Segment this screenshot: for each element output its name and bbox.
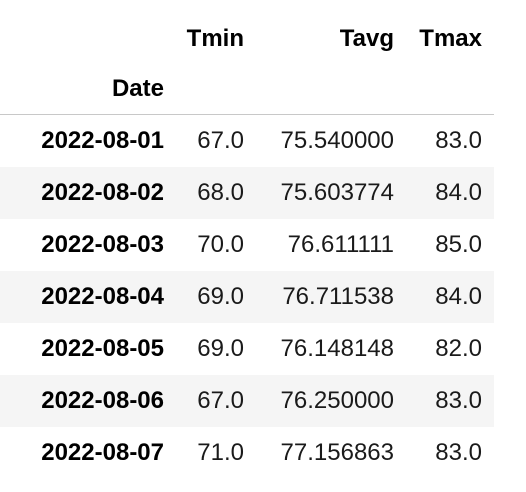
row-index-date: 2022-08-05 [41,335,164,362]
cell-tavg: 77.156863 [280,439,394,466]
cell-tmin: 67.0 [197,387,244,414]
cell-tavg: 76.611111 [287,231,394,258]
column-header-row: Tmin Tavg Tmax [0,14,494,64]
cell-tavg: 76.711538 [282,283,394,310]
column-header-tmin: Tmin [186,25,244,52]
cell-tmax: 83.0 [435,387,482,414]
cell-tmax: 85.0 [435,231,482,258]
column-header-tavg: Tavg [339,25,394,52]
index-header-spacer [406,64,494,115]
index-header-row: Date [0,64,494,115]
row-index-date: 2022-08-06 [41,387,164,414]
cell-tmin: 71.0 [197,439,244,466]
row-index-date: 2022-08-04 [41,283,164,310]
cell-tmax: 84.0 [435,283,482,310]
header-blank-cell [0,14,176,64]
cell-tmax: 83.0 [435,127,482,154]
index-header-spacer [176,64,256,115]
row-index-date: 2022-08-02 [41,179,164,206]
cell-tavg: 76.250000 [280,387,394,414]
cell-tmin: 67.0 [197,127,244,154]
row-index-date: 2022-08-07 [41,439,164,466]
table-row: 2022-08-04 69.0 76.711538 84.0 [0,271,494,323]
cell-tmin: 69.0 [197,283,244,310]
index-name-header: Date [0,64,176,115]
table-row: 2022-08-06 67.0 76.250000 83.0 [0,375,494,427]
table-row: 2022-08-05 69.0 76.148148 82.0 [0,323,494,375]
table-row: 2022-08-01 67.0 75.540000 83.0 [0,115,494,168]
column-header-tmax: Tmax [419,25,482,52]
dataframe-table: Tmin Tavg Tmax Date 2022-08-01 67.0 75.5… [0,14,494,479]
cell-tavg: 75.540000 [280,127,394,154]
row-index-date: 2022-08-03 [41,231,164,258]
table-row: 2022-08-07 71.0 77.156863 83.0 [0,427,494,479]
cell-tavg: 76.148148 [280,335,394,362]
cell-tmax: 82.0 [435,335,482,362]
table-row: 2022-08-02 68.0 75.603774 84.0 [0,167,494,219]
cell-tmin: 70.0 [197,231,244,258]
table-header: Tmin Tavg Tmax Date [0,14,494,115]
table-body: 2022-08-01 67.0 75.540000 83.0 2022-08-0… [0,115,494,480]
cell-tmin: 68.0 [197,179,244,206]
table-row: 2022-08-03 70.0 76.611111 85.0 [0,219,494,271]
cell-tmax: 84.0 [435,179,482,206]
cell-tavg: 75.603774 [280,179,394,206]
row-index-date: 2022-08-01 [41,127,164,154]
cell-tmax: 83.0 [435,439,482,466]
index-header-spacer [256,64,406,115]
cell-tmin: 69.0 [197,335,244,362]
